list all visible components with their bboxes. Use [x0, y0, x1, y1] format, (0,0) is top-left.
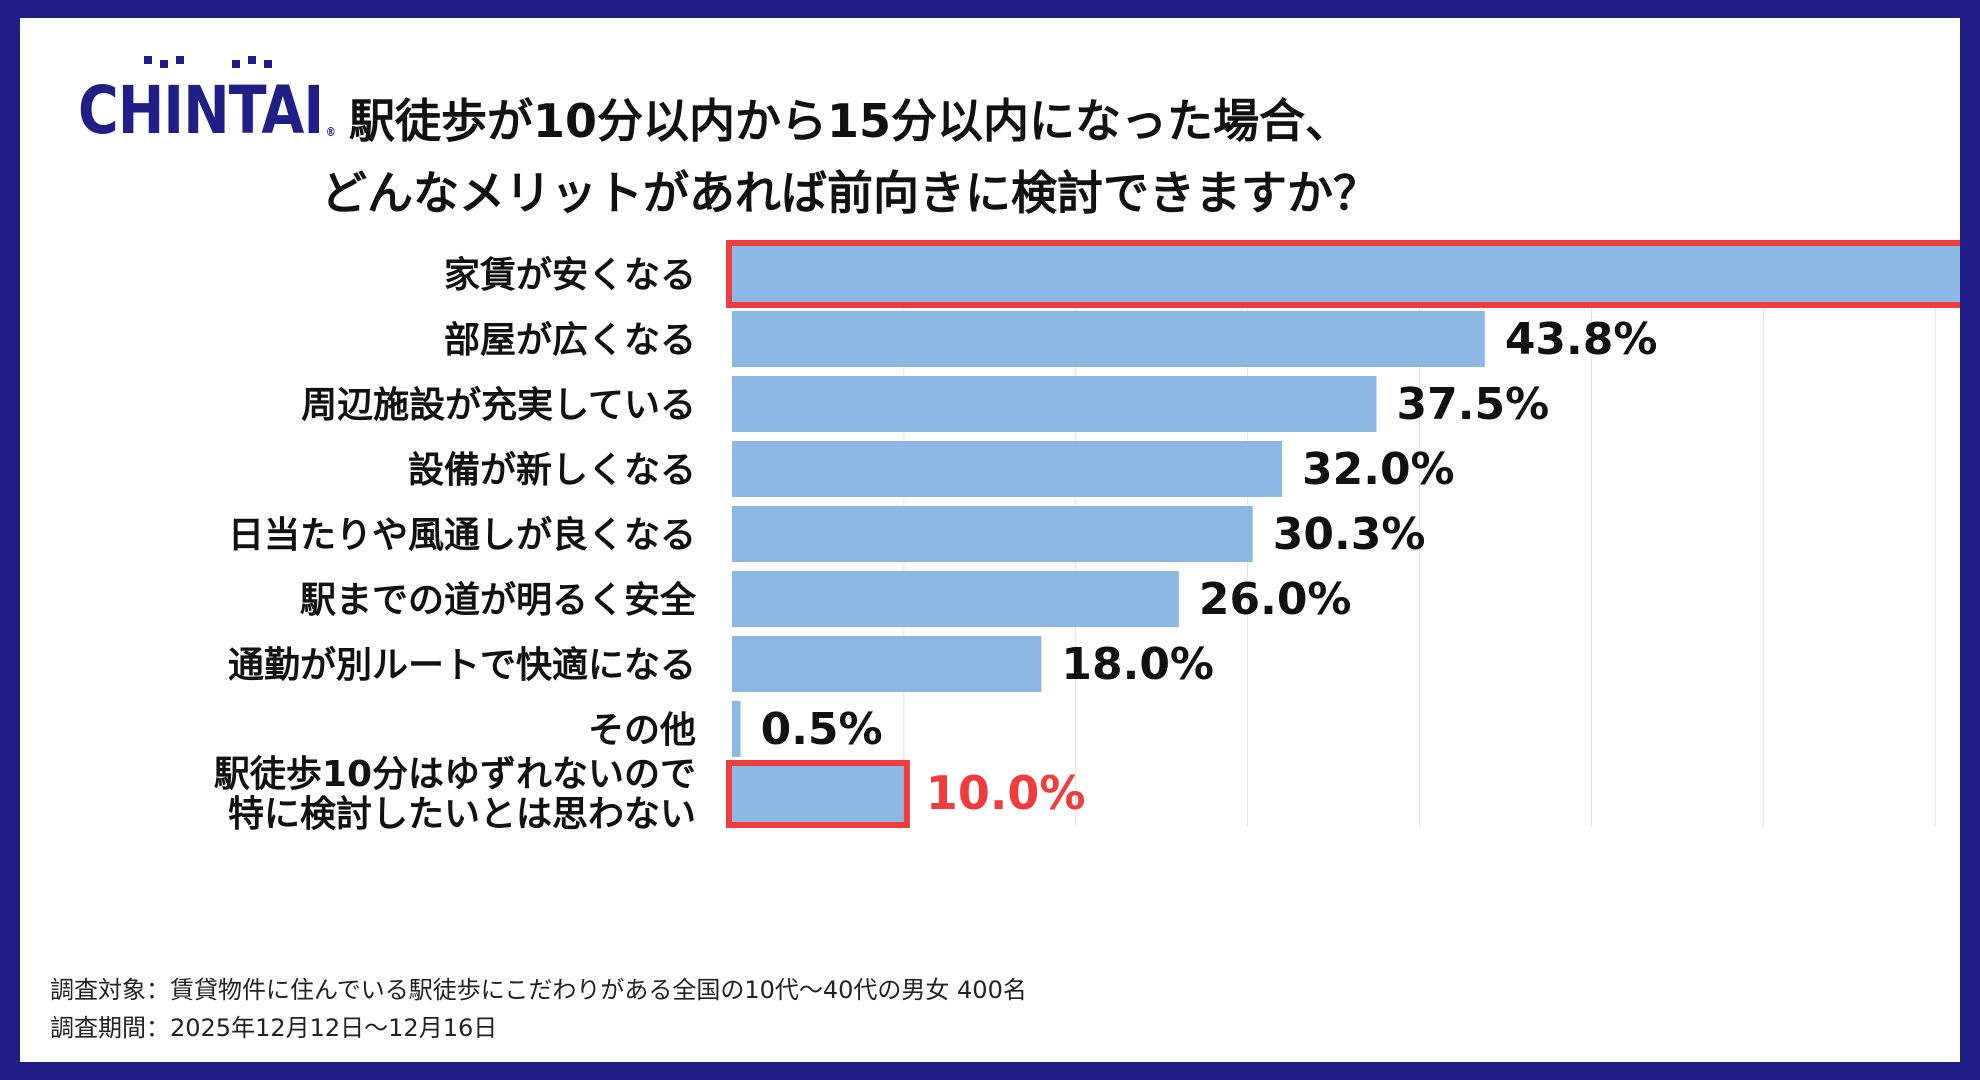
bar-chart: 家賃が安くなる74.0%部屋が広くなる43.8%周辺施設が充実している37.5%… [214, 240, 1960, 835]
survey-period-note: 調査期間：2025年12月12日〜12月16日 [50, 1014, 498, 1042]
bar [732, 311, 1485, 367]
bar [732, 506, 1253, 562]
chart-title-line-1: 駅徒歩が10分以内から15分以内になった場合、 [348, 94, 1352, 148]
bar [732, 441, 1282, 497]
category-label: 設備が新しくなる [408, 450, 696, 491]
logo-dots [124, 56, 302, 68]
category-label: 家賃が安くなる [444, 255, 696, 296]
category-label-line: 駅までの道が明るく安全 [300, 579, 697, 621]
category-label-line: 日当たりや風通しが良くなる [228, 515, 696, 556]
value-label: 10.0% [926, 766, 1086, 820]
chart-title-line-2: どんなメリットがあれば前向きに検討できますか？ [321, 166, 1379, 220]
category-label: 駅までの道が明るく安全 [300, 579, 697, 621]
value-label: 37.5% [1397, 379, 1550, 430]
category-label: その他 [588, 710, 696, 751]
value-label: 43.8% [1505, 314, 1658, 365]
category-label: 部屋が広くなる [444, 320, 696, 361]
category-label-line: 特に検討したいとは思わない [228, 794, 696, 835]
value-label: 0.5% [761, 704, 883, 755]
value-label: 30.3% [1273, 509, 1426, 560]
bar [732, 246, 1960, 302]
bar [732, 571, 1179, 627]
category-label: 日当たりや風通しが良くなる [228, 515, 696, 556]
bar [732, 701, 741, 757]
logo-registered-mark: ® [325, 125, 336, 139]
chintai-logo: CHINTAI ® [78, 72, 336, 149]
category-label-line: 設備が新しくなる [408, 450, 696, 491]
value-label: 18.0% [1061, 639, 1214, 690]
value-label: 32.0% [1302, 444, 1455, 495]
category-label-line: 駅徒歩10分はゆずれないので [214, 754, 696, 795]
category-label-line: 周辺施設が充実している [301, 385, 696, 426]
category-label-line: 部屋が広くなる [444, 320, 696, 361]
category-label: 周辺施設が充実している [301, 385, 696, 426]
category-label: 駅徒歩10分はゆずれないので特に検討したいとは思わない [214, 754, 696, 835]
category-label-line: 通勤が別ルートで快適になる [228, 645, 696, 686]
bar [732, 636, 1042, 692]
survey-target-note: 調査対象：賃貸物件に住んでいる駅徒歩にこだわりがある全国の10代〜40代の男女 … [50, 976, 1027, 1004]
bar-highlight-frame [726, 240, 1960, 308]
category-label-line: その他 [588, 710, 696, 751]
bar [732, 766, 904, 822]
bar [732, 376, 1377, 432]
category-label-line: 家賃が安くなる [444, 255, 696, 296]
logo-text: CHINTAI [78, 72, 324, 149]
category-label: 通勤が別ルートで快適になる [228, 645, 696, 686]
value-label: 26.0% [1199, 574, 1352, 625]
bar-highlight-frame [726, 760, 910, 828]
chart-card: CHINTAI ® 駅徒歩が10分以内から15分以内になった場合、 どんなメリット… [20, 18, 1960, 1062]
